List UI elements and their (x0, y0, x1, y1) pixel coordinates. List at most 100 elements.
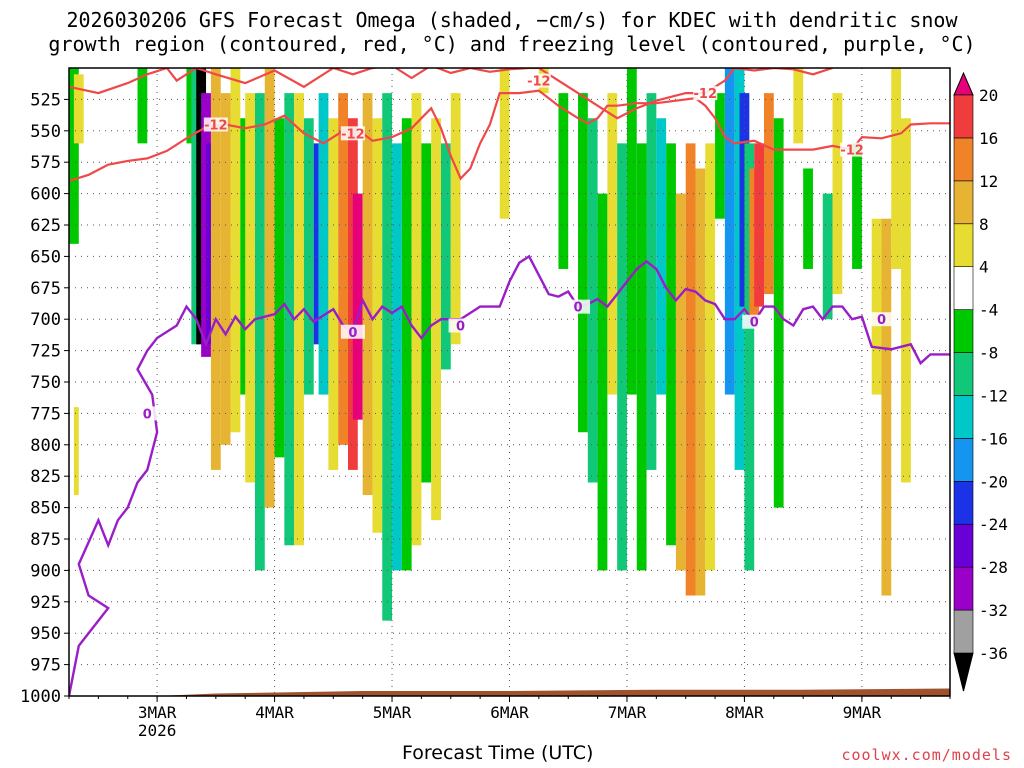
credit-link[interactable]: coolwx.com/models (841, 746, 1012, 764)
y-tick-label: 1000 (20, 687, 61, 707)
omega-cell (607, 93, 618, 395)
colorbar-label: -36 (979, 644, 1008, 663)
contour-label-bg (203, 117, 228, 132)
x-tick-label: 3MAR (138, 703, 177, 722)
omega-cell (705, 143, 716, 571)
y-tick-label: 525 (30, 90, 61, 110)
contour-label-bg (340, 126, 365, 141)
x-tick-label: 9MAR (843, 703, 882, 722)
omega-cell (793, 68, 804, 144)
x-axis-title: Forecast Time (UTC) (402, 742, 594, 764)
omega-cell (73, 407, 79, 496)
omega-cell (137, 68, 148, 144)
omega-cell (578, 93, 588, 433)
colorbar-label: 16 (979, 129, 998, 148)
terrain-area (69, 688, 950, 696)
contour-label-bg (840, 142, 865, 157)
omega-cell (264, 68, 275, 508)
colorbar-bottom-arrow (953, 652, 974, 692)
y-tick-label: 675 (30, 279, 61, 299)
colorbar-segment (953, 566, 974, 611)
y-tick-label: 900 (30, 561, 61, 581)
colorbar-segment (953, 309, 974, 353)
omega-cell (382, 93, 393, 621)
colorbar-label: 12 (979, 172, 998, 191)
colorbar-segment (953, 395, 974, 439)
y-tick-label: 550 (30, 122, 61, 142)
colorbar-segment (953, 609, 974, 654)
x-tick-label: 4MAR (255, 703, 294, 722)
contour-label: 0 (456, 319, 465, 334)
contour-label: 0 (877, 313, 886, 328)
chart-title-line-2: growth region (contoured, red, °C) and f… (48, 32, 976, 56)
contour-label-bg (566, 299, 591, 314)
y-tick-label: 625 (30, 216, 61, 236)
omega-cell (230, 68, 241, 433)
y-tick-label: 950 (30, 624, 61, 644)
x-tick-label: 7MAR (608, 703, 647, 722)
omega-cell (852, 143, 862, 269)
colorbar-label: -32 (979, 601, 1008, 620)
omega-cell (318, 93, 329, 395)
contour-label: -12 (840, 144, 864, 159)
omega-cell (666, 143, 676, 546)
omega-cell (715, 93, 725, 219)
contour-label-bg (526, 73, 551, 88)
omega-cell (328, 118, 339, 470)
omega-cell (73, 74, 84, 144)
omega-cell (499, 68, 510, 219)
terrain-fill (69, 688, 950, 696)
colorbar-label: -16 (979, 429, 1008, 448)
contour-label-bg (693, 86, 718, 101)
dgz-lower-contour (69, 89, 950, 183)
omega-cell (764, 93, 774, 295)
omega-cell (220, 93, 231, 445)
omega-cell (362, 93, 373, 496)
colorbar-segment (953, 94, 974, 139)
omega-cell (411, 93, 422, 546)
y-tick-label: 975 (30, 656, 61, 676)
x-tick-label: 8MAR (725, 703, 764, 722)
colorbar-segment (953, 352, 974, 396)
y-tick-label: 750 (30, 373, 61, 393)
chart-title-line-1: 2026030206 GFS Forecast Omega (shaded, −… (66, 8, 958, 32)
omega-cell (352, 193, 363, 420)
omega-cell (254, 93, 265, 571)
y-tick-label: 775 (30, 404, 61, 424)
contour-label: -12 (694, 87, 718, 102)
omega-cell (803, 168, 813, 269)
omega-cell (294, 93, 304, 546)
contour-lines: -12 -12 -12 -12 -12 0 0 0 0 0 0 (69, 68, 950, 696)
y-tick-label: 850 (30, 499, 61, 519)
omega-cell (636, 143, 647, 571)
contour-label: -12 (204, 119, 228, 134)
contour-label: 0 (573, 301, 582, 316)
omega-cell (558, 93, 569, 269)
colorbar-top-arrow (953, 71, 974, 96)
omega-cell (891, 68, 902, 269)
y-tick-label: 725 (30, 342, 61, 362)
contour-label-bg (448, 318, 473, 333)
omega-cell (392, 143, 402, 571)
contour-label-bg (135, 406, 160, 421)
contour-label-bg (869, 312, 894, 327)
omega-cell (597, 193, 608, 571)
colorbar-label: 20 (979, 86, 998, 105)
colorbar-segment (953, 266, 974, 310)
omega-cell (695, 168, 706, 596)
omega-cell (401, 118, 412, 571)
x-tick-sublabel: 2026 (138, 721, 177, 740)
colorbar-label: -4 (979, 301, 998, 320)
omega-cell (440, 143, 451, 370)
colorbar-label: -8 (979, 344, 998, 363)
omega-cell (675, 193, 686, 571)
omega-cell (303, 118, 314, 395)
colorbar-segment (953, 223, 974, 267)
omega-cell (313, 143, 319, 345)
contour-label: 0 (750, 316, 759, 331)
omega-cell (617, 143, 627, 571)
omega-cell (685, 143, 696, 596)
y-tick-label: 700 (30, 310, 61, 330)
colorbar-label: -28 (979, 558, 1008, 577)
